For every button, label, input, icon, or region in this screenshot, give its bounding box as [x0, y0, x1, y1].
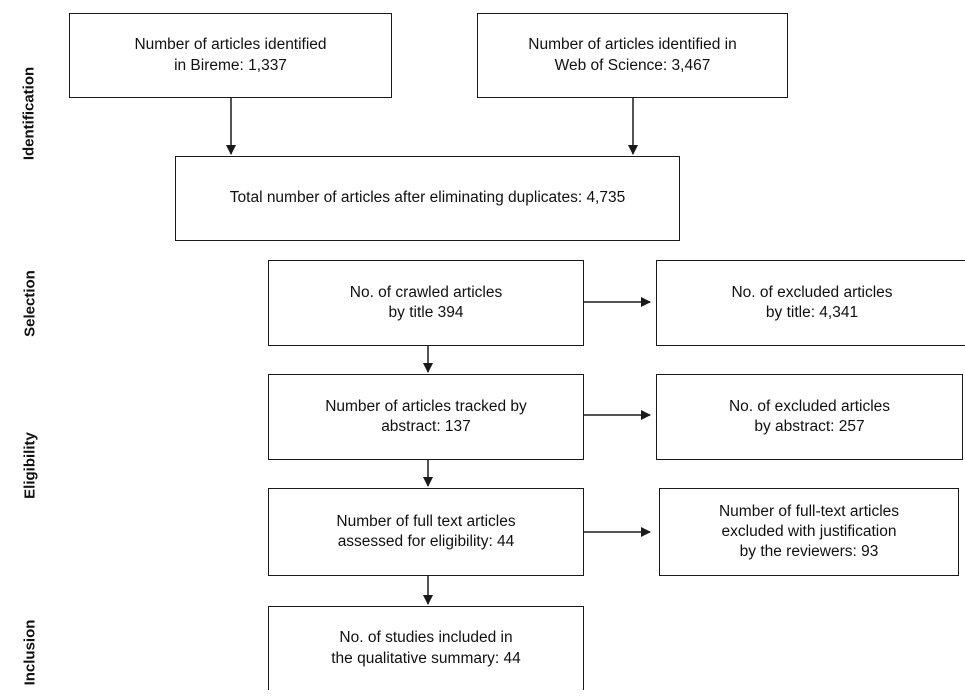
- box-included-line-2: the qualitative summary: 44: [331, 649, 521, 667]
- box-excluded-by-title: No. of excluded articles by title: 4,341: [656, 260, 965, 346]
- box-crawled-line-1: No. of crawled articles: [349, 283, 503, 301]
- box-tracked-by-abstract: Number of articles tracked by abstract: …: [268, 374, 584, 460]
- box-full-text-line-2: assessed for eligibility: 44: [337, 533, 515, 550]
- box-wos-line-2: Web of Science: 3,467: [554, 56, 711, 74]
- box-tracked-line-2: abstract: 137: [381, 418, 471, 435]
- box-excluded-full-text-line-3: by the reviewers: 93: [739, 543, 879, 561]
- box-excluded-abstract-line-2: by abstract: 257: [754, 418, 865, 435]
- box-included-line-1: No. of studies included in: [339, 629, 513, 647]
- box-excluded-by-abstract: No. of excluded articles by abstract: 25…: [656, 374, 963, 460]
- box-full-text-assessed: Number of full text articles assessed fo…: [268, 488, 584, 576]
- box-bireme-line-2: in Bireme: 1,337: [174, 56, 287, 74]
- box-excluded-title-line-2: by title: 4,341: [765, 304, 859, 321]
- box-wos-line-1: Number of articles identified in: [528, 36, 737, 54]
- box-excluded-full-text: Number of full-text articles excluded wi…: [659, 488, 959, 576]
- box-total-after-duplicates: Total number of articles after eliminati…: [175, 156, 680, 241]
- box-total-line-1: Total number of articles after eliminati…: [229, 189, 626, 207]
- box-excluded-abstract-line-1: No. of excluded articles: [728, 397, 891, 415]
- box-excluded-full-text-line-1: Number of full-text articles: [718, 502, 900, 520]
- box-web-of-science: Number of articles identified in Web of …: [477, 13, 788, 98]
- box-bireme: Number of articles identified in Bireme:…: [69, 13, 392, 98]
- box-full-text-line-1: Number of full text articles: [336, 512, 516, 530]
- box-crawled-by-title: No. of crawled articles by title 394: [268, 260, 584, 346]
- box-tracked-line-1: Number of articles tracked by: [325, 397, 527, 415]
- box-included-qualitative: No. of studies included in the qualitati…: [268, 606, 584, 690]
- box-bireme-line-1: Number of articles identified: [134, 36, 327, 54]
- box-excluded-title-line-1: No. of excluded articles: [731, 283, 893, 301]
- box-crawled-line-2: by title 394: [388, 304, 464, 321]
- box-excluded-full-text-line-2: excluded with justification: [721, 522, 897, 540]
